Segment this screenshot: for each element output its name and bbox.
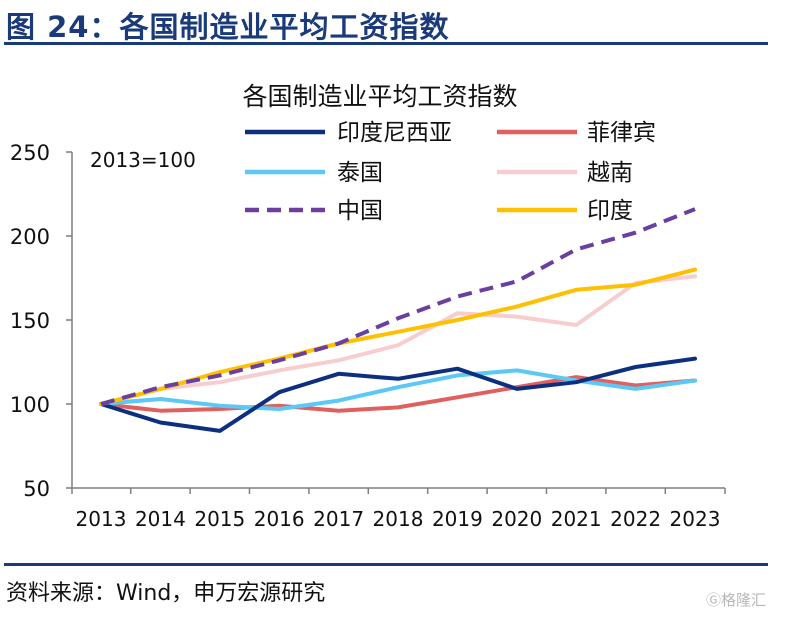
- series-line: [100, 207, 696, 406]
- x-tick-label: 2020: [491, 507, 542, 531]
- legend-label: 越南: [587, 160, 633, 186]
- legend-label: 印度尼西亚: [337, 120, 452, 146]
- watermark: Ⓖ格隆汇: [706, 589, 766, 610]
- watermark-text: 格隆汇: [721, 591, 767, 609]
- y-tick-label: 200: [10, 225, 50, 249]
- x-tick-label: 2016: [254, 507, 305, 531]
- y-tick-label: 100: [10, 393, 50, 417]
- series-line: [99, 267, 697, 406]
- legend-label: 菲律宾: [587, 120, 656, 146]
- x-tick-label: 2018: [373, 507, 424, 531]
- x-tick-label: 2013: [76, 507, 127, 531]
- series-line: [99, 356, 697, 433]
- y-tick-label: 150: [10, 309, 50, 333]
- chart-title: 各国制造业平均工资指数: [242, 82, 517, 111]
- base-year-annotation: 2013=100: [90, 148, 196, 172]
- source-note: 资料来源：Wind，申万宏源研究: [6, 581, 326, 606]
- x-tick-label: 2014: [135, 507, 186, 531]
- series-line: [99, 274, 697, 406]
- x-tick-label: 2019: [432, 507, 483, 531]
- legend-label: 印度: [587, 198, 633, 224]
- legend-label: 中国: [337, 198, 383, 224]
- x-tick-label: 2021: [551, 507, 602, 531]
- watermark-logo-icon: Ⓖ: [706, 591, 722, 609]
- x-tick-label: 2015: [194, 507, 245, 531]
- y-tick-label: 50: [23, 477, 50, 501]
- series-line: [99, 368, 697, 411]
- axes: 50 100 150 200 250 2013 2014 2015 2016 2017 2018 20…: [10, 141, 726, 531]
- x-tick-label: 2022: [610, 507, 661, 531]
- title-divider: [4, 42, 768, 45]
- figure-title: 图 24：各国制造业平均工资指数: [6, 10, 450, 44]
- x-tick-label: 2023: [670, 507, 721, 531]
- series-layer: [99, 207, 697, 433]
- footer-divider: [4, 563, 768, 566]
- y-tick-label: 250: [10, 141, 50, 165]
- wage-index-line-chart: 各国制造业平均工资指数 2013=100 50 100 150 200 250 2013 2…: [10, 82, 726, 531]
- legend-label: 泰国: [337, 160, 383, 186]
- x-tick-label: 2017: [313, 507, 364, 531]
- series-line: [99, 375, 697, 413]
